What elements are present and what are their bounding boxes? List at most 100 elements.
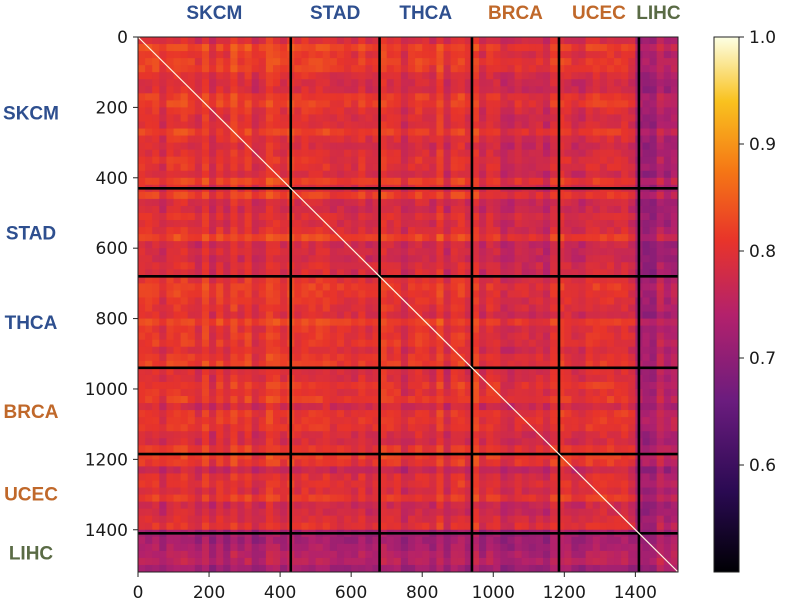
heatmap-cell [173,332,182,341]
heatmap-cell [507,269,515,277]
heatmap-cell [180,107,189,115]
heatmap-cell [415,318,423,327]
heatmap-cell [336,93,345,101]
heatmap-cell [415,44,423,52]
heatmap-cell [138,367,146,376]
heatmap-cell [393,473,402,481]
heatmap-cell [628,367,636,376]
heatmap-cell [393,198,402,207]
heatmap-cell [336,346,345,355]
heatmap-cell [365,367,373,376]
heatmap-cell [336,304,345,312]
heatmap-cell [187,339,196,348]
heatmap-cell [329,51,338,59]
heatmap-cell [336,353,345,362]
heatmap-cell [379,212,388,221]
heatmap-cell [379,128,388,136]
heatmap-cell [322,234,331,242]
heatmap-cell [557,163,565,172]
heatmap-cell [187,283,196,291]
heatmap-cell [400,311,409,319]
heatmap-cell [493,290,501,298]
heatmap-cell [351,304,359,312]
heatmap-cell [351,325,359,334]
heatmap-cell [230,93,238,101]
heatmap-cell [201,424,210,432]
heatmap-cell [194,269,203,277]
heatmap-cell [379,332,388,341]
heatmap-cell [578,459,587,467]
heatmap-cell [400,79,409,87]
heatmap-cell [159,318,167,327]
heatmap-cell [223,93,231,101]
heatmap-cell [521,424,530,432]
heatmap-cell [315,58,324,66]
heatmap-cell [592,431,601,439]
heatmap-cell [201,403,210,411]
heatmap-cell [436,262,444,270]
heatmap-cell [344,417,352,425]
heatmap-cell [230,396,238,404]
heatmap-cell [528,346,537,355]
heatmap-cell [386,241,395,249]
heatmap-cell [166,72,174,80]
heatmap-cell [521,396,530,404]
heatmap-cell [628,297,636,305]
heatmap-cell [351,276,359,284]
heatmap-cell [486,121,494,129]
heatmap-cell [294,396,302,404]
heatmap-cell [230,445,238,453]
heatmap-cell [564,388,572,397]
heatmap-cell [180,304,189,312]
heatmap-cell [528,142,537,151]
heatmap-cell [578,142,587,151]
heatmap-cell [251,466,260,474]
heatmap-cell [173,191,182,200]
heatmap-cell [336,381,345,390]
heatmap-cell [535,262,544,270]
heatmap-cell [557,353,565,362]
heatmap-cell [514,487,523,495]
heatmap-cell [457,177,466,186]
heatmap-cell [479,93,487,101]
heatmap-cell [315,445,324,453]
heatmap-cell [244,163,253,172]
heatmap-cell [223,388,231,397]
heatmap-cell [599,177,608,186]
heatmap-cell [209,234,217,242]
heatmap-cell [386,191,395,200]
heatmap-cell [486,374,494,383]
heatmap-cell [400,353,409,362]
heatmap-cell [649,290,658,298]
heatmap-cell [599,255,608,263]
heatmap-cell [415,452,423,460]
heatmap-cell [344,311,352,319]
heatmap-cell [500,466,508,474]
heatmap-cell [599,459,608,467]
heatmap-cell [216,79,224,87]
heatmap-cell [621,170,629,179]
heatmap-cell [486,114,494,122]
heatmap-cell [358,283,366,291]
heatmap-cell [138,290,146,298]
heatmap-cell [138,318,146,327]
heatmap-cell [138,431,146,439]
heatmap-cell [663,452,672,460]
heatmap-cell [145,339,153,348]
heatmap-cell [237,403,245,411]
heatmap-cell [308,51,317,59]
heatmap-cell [201,128,210,136]
heatmap-cell [528,51,537,59]
heatmap-cell [329,494,338,503]
heatmap-cell [194,374,203,383]
heatmap-cell [528,205,537,214]
heatmap-cell [564,396,572,404]
heatmap-cell [521,487,530,495]
heatmap-cell [422,128,430,136]
heatmap-cell [194,388,203,397]
heatmap-cell [507,311,515,319]
heatmap-cell [578,304,587,312]
heatmap-cell [457,191,466,200]
heatmap-cell [507,304,515,312]
heatmap-cell [436,325,444,334]
